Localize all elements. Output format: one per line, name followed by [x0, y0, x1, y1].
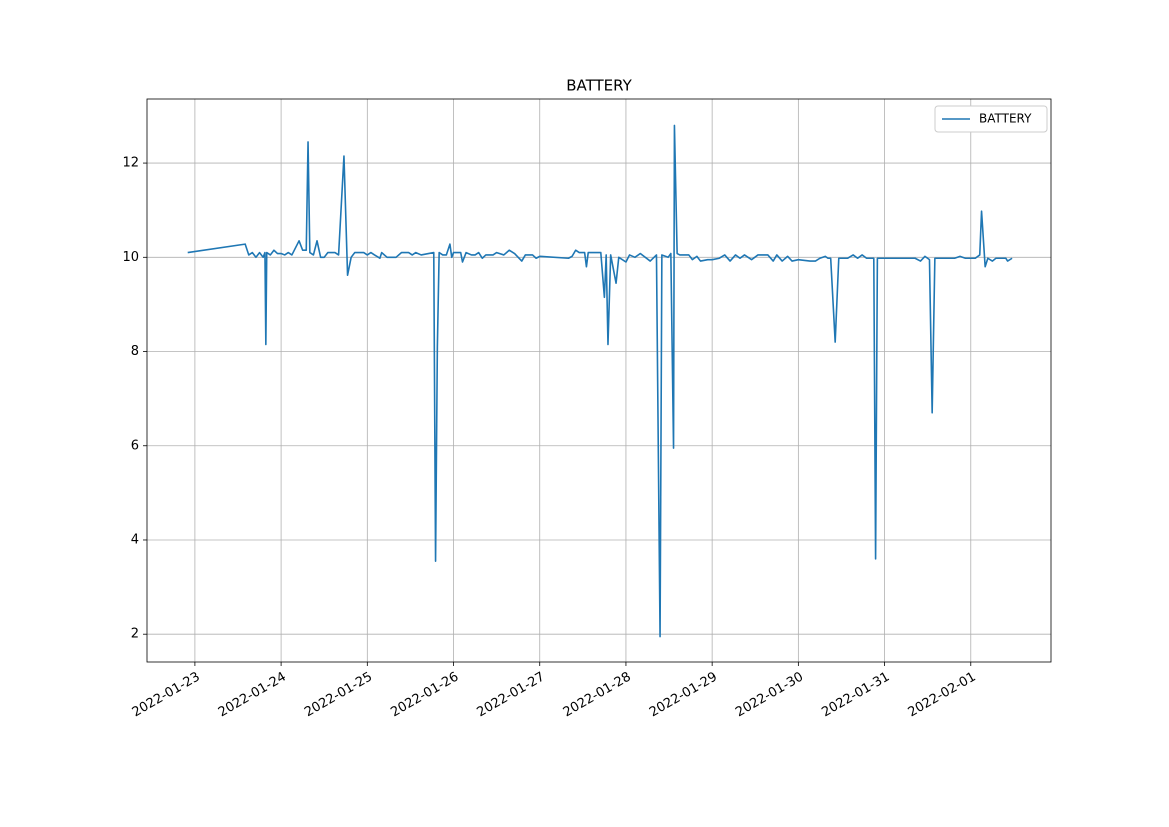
y-tick-label: 6 [131, 438, 139, 453]
legend-box [934, 105, 1048, 133]
x-tick-label: 2022-01-27 [475, 670, 548, 721]
x-tick-label: 2022-01-23 [130, 670, 203, 721]
y-tick-label: 12 [122, 156, 139, 171]
line [187, 124, 1013, 638]
plot-frame [146, 98, 1052, 663]
x-tick-label: 2022-01-26 [388, 670, 461, 721]
x-tick-label: 2022-01-24 [216, 670, 289, 721]
y-tick-label: 2 [131, 627, 139, 642]
x-tick-label: 2022-01-28 [561, 670, 634, 721]
y-tick-label: 10 [122, 250, 139, 265]
x-tick-label: 2022-01-25 [302, 670, 375, 721]
x-tick-label: 2022-01-30 [733, 670, 806, 721]
legend-label: BATTERY [979, 112, 1032, 126]
x-tick-label: 2022-02-01 [906, 670, 979, 721]
x-tick-label: 2022-01-31 [819, 670, 892, 721]
y-tick-label: 8 [131, 344, 139, 359]
y-tick-label: 4 [131, 532, 139, 547]
x-tick-label: 2022-01-29 [647, 670, 720, 721]
chart-title: BATTERY [566, 77, 632, 95]
